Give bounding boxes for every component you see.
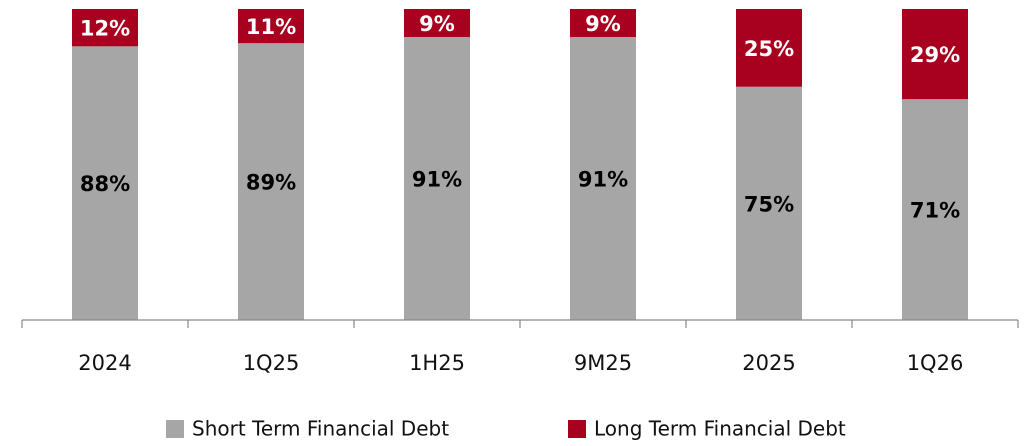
data-label: 12% [80, 17, 130, 41]
data-label: 9% [419, 12, 455, 36]
x-tick-label: 2024 [78, 351, 131, 375]
data-label: 9% [585, 12, 621, 36]
data-label: 11% [246, 15, 296, 39]
data-label: 29% [910, 43, 960, 67]
data-label: 71% [910, 199, 960, 223]
bar-segment [238, 9, 304, 44]
bar-segment [902, 99, 968, 320]
legend-swatch [568, 420, 586, 438]
bar-segment [902, 9, 968, 100]
bar-segment [404, 36, 470, 321]
data-label: 89% [246, 171, 296, 195]
data-label: 91% [578, 167, 628, 191]
legend-swatch [166, 420, 184, 438]
bar-segment [72, 46, 138, 320]
x-tick-label: 1Q26 [907, 351, 964, 375]
x-tick-label: 1H25 [409, 351, 465, 375]
x-tick-label: 2025 [742, 351, 795, 375]
bar-segment [238, 43, 304, 321]
legend-label: Short Term Financial Debt [192, 417, 449, 441]
bar-segment [570, 36, 636, 321]
bar-segment [404, 9, 470, 37]
bar-segment [736, 9, 802, 87]
x-tick-label: 9M25 [574, 351, 632, 375]
data-label: 75% [744, 192, 794, 216]
data-label: 88% [80, 172, 130, 196]
bar-segment [736, 86, 802, 320]
data-label: 91% [412, 167, 462, 191]
x-tick-label: 1Q25 [243, 351, 300, 375]
bar-segment [72, 9, 138, 47]
data-label: 25% [744, 37, 794, 61]
legend-label: Long Term Financial Debt [594, 417, 846, 441]
bar-segment [570, 9, 636, 37]
